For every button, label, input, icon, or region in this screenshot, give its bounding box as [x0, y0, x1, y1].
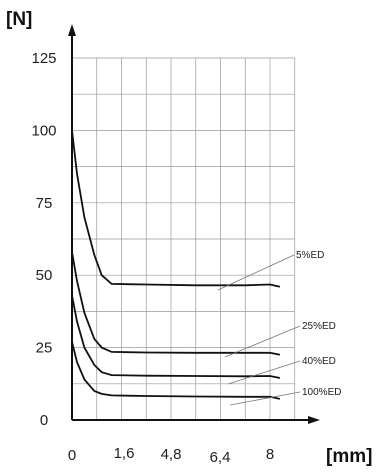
- y-tick-label: 125: [31, 50, 56, 67]
- labels: [N] [mm] 0 25 50 75 100 125 0 1,6 4,8 6,4 8 5%ED 25%ED…: [6, 9, 372, 467]
- series-label: 25%ED: [302, 321, 336, 332]
- x-tick-label: 8: [266, 446, 274, 463]
- y-tick-label: 100: [31, 122, 56, 139]
- grid: [72, 57, 296, 420]
- series-leader-line: [217, 254, 295, 291]
- series-leader-line: [224, 325, 301, 358]
- series-line: [71, 295, 281, 379]
- axes: [68, 24, 320, 424]
- x-tick-label: 0: [68, 447, 76, 464]
- y-tick-label: 25: [36, 340, 53, 357]
- series-label: 5%ED: [296, 250, 324, 261]
- x-axis-arrow: [308, 416, 320, 424]
- series-curves: [71, 130, 281, 400]
- x-axis-unit-label: [mm]: [326, 446, 372, 467]
- y-tick-label: 75: [36, 195, 53, 212]
- series-leader-line: [227, 360, 301, 385]
- series-label: 100%ED: [302, 387, 341, 398]
- x-tick-label: 6,4: [210, 449, 231, 466]
- series-label: 40%ED: [302, 356, 336, 367]
- y-tick-label: 0: [40, 412, 48, 429]
- x-tick-label: 4,8: [161, 446, 182, 463]
- series-line: [71, 251, 281, 356]
- y-axis-unit-label: [N]: [6, 9, 32, 30]
- x-tick-label: 1,6: [114, 445, 135, 462]
- series-leaders: [217, 254, 301, 406]
- y-tick-label: 50: [36, 267, 53, 284]
- y-axis-arrow: [68, 24, 76, 36]
- series-line: [71, 130, 281, 288]
- series-line: [71, 341, 281, 400]
- series-leader-line: [229, 391, 301, 406]
